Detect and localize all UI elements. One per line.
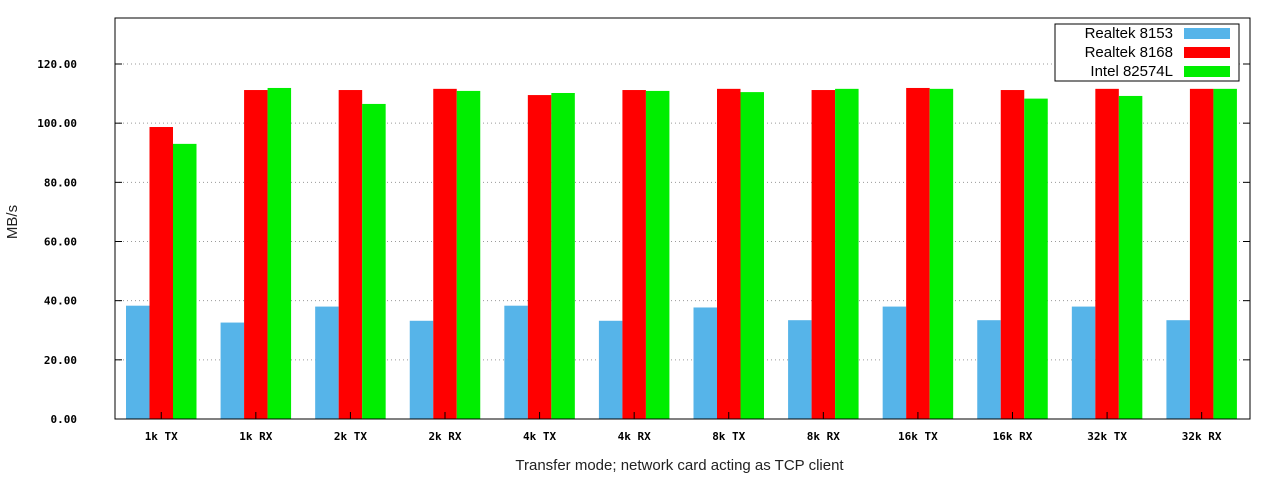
x-tick-label: 2k TX — [334, 430, 367, 443]
y-tick-label: 120.00 — [37, 58, 77, 71]
x-axis-label: Transfer mode; network card acting as TC… — [515, 457, 844, 474]
x-tick-label: 32k RX — [1182, 430, 1222, 443]
bar — [835, 88, 859, 419]
bar — [622, 90, 646, 420]
bar — [598, 320, 623, 419]
x-tick-label: 8k TX — [712, 430, 745, 443]
legend-entry-label: Realtek 8153 — [1085, 25, 1173, 42]
bar — [149, 127, 173, 419]
x-tick-label: 4k TX — [523, 430, 556, 443]
bar — [527, 95, 552, 419]
bar — [1189, 88, 1214, 419]
bar — [717, 88, 741, 419]
bar — [362, 103, 386, 419]
bar — [882, 306, 907, 419]
bar — [244, 90, 268, 420]
bar — [551, 92, 575, 419]
bar — [1024, 98, 1048, 420]
bar — [315, 306, 339, 419]
bar — [1071, 306, 1096, 419]
x-tick-label: 32k TX — [1087, 430, 1127, 443]
bar — [811, 90, 836, 420]
x-tick-label: 16k TX — [898, 430, 938, 443]
bar — [906, 87, 930, 420]
x-tick-label: 1k TX — [145, 430, 178, 443]
bar — [1118, 95, 1143, 419]
y-tick-label: 80.00 — [44, 176, 77, 189]
bar — [1095, 88, 1119, 419]
legend-entry-label: Intel 82574L — [1090, 63, 1173, 80]
legend-swatch — [1184, 47, 1230, 58]
bar — [433, 88, 457, 419]
legend: Realtek 8153 Realtek 8168 Intel 82574L — [1054, 23, 1240, 82]
x-tick-label: 4k RX — [618, 430, 651, 443]
bar — [220, 322, 245, 419]
x-tick-label: 16k RX — [993, 430, 1033, 443]
legend-swatch — [1184, 28, 1230, 39]
bar — [409, 320, 434, 419]
legend-swatch — [1184, 66, 1230, 77]
y-tick-label: 0.00 — [51, 413, 78, 426]
bar — [740, 92, 764, 420]
y-axis-label: MB/s — [4, 205, 21, 239]
bar — [267, 87, 292, 420]
y-axis-ticks: 0.00 20.00 40.00 60.00 80.00 100.00 120.00 — [37, 58, 1250, 426]
bar — [338, 90, 363, 420]
x-tick-label: 2k RX — [428, 430, 461, 443]
bar — [1213, 88, 1237, 419]
y-tick-label: 40.00 — [44, 295, 77, 308]
bars — [126, 87, 1237, 420]
x-tick-label: 8k RX — [807, 430, 840, 443]
bar — [977, 320, 1001, 419]
bar — [929, 88, 954, 419]
bar — [788, 320, 812, 419]
x-tick-label: 1k RX — [239, 430, 272, 443]
bar — [126, 305, 150, 419]
y-tick-label: 20.00 — [44, 354, 77, 367]
bar — [693, 307, 717, 419]
bar — [173, 143, 197, 419]
x-axis-ticks: 1k TX 1k RX 2k TX 2k RX 4k TX 4k RX 8k TX 8k RX… — [145, 412, 1222, 443]
bar — [456, 90, 481, 419]
bar — [1166, 320, 1190, 419]
plot-frame — [114, 17, 1251, 420]
bar — [645, 90, 670, 419]
y-tick-label: 60.00 — [44, 236, 77, 249]
legend-entry-label: Realtek 8168 — [1085, 44, 1173, 61]
bar — [504, 305, 528, 419]
bar — [1000, 90, 1025, 420]
y-tick-label: 100.00 — [37, 117, 77, 130]
